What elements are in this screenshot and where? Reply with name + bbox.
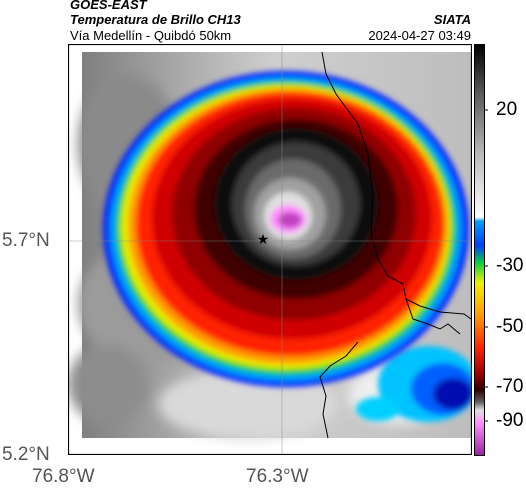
lon-tick-76.8: 76.8°W: [32, 466, 95, 487]
country-borders: [319, 51, 472, 439]
satellite-map: ★: [68, 44, 472, 455]
cloud-field: [68, 52, 472, 439]
graticule: [68, 44, 472, 455]
lat-tick-5.2: 5.2°N: [2, 444, 50, 465]
lon-tick-76.3: 76.3°W: [246, 466, 309, 487]
colorbar-tick-neg90: -90: [496, 410, 524, 431]
lat-tick-5.7: 5.7°N: [2, 230, 50, 251]
colorbar-tick-20: 20: [496, 99, 518, 120]
org-label: SIATA: [433, 12, 471, 27]
colorbar-tick-neg70: -70: [496, 376, 524, 397]
colorbar-tick-neg50: -50: [496, 316, 524, 337]
colorbar: [474, 44, 488, 456]
colorbar-tick-neg30: -30: [496, 255, 524, 276]
route-label: Vía Medellín - Quibdó 50km: [70, 28, 232, 43]
product-title: Temperatura de Brillo CH13: [70, 12, 241, 27]
star-icon: ★: [257, 232, 270, 248]
timestamp: 2024-04-27 03:49: [368, 28, 471, 43]
satellite-label: GOES-EAST: [70, 0, 147, 12]
